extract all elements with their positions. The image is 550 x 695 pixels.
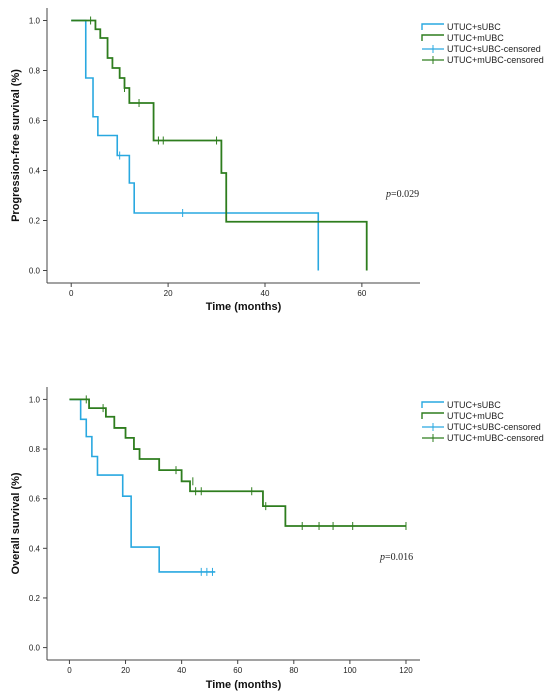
y-tick-label: 0.0 — [29, 267, 41, 276]
km-line-mUBC — [71, 19, 368, 271]
y-tick-label: 0.2 — [29, 217, 41, 226]
y-tick-label: 0.8 — [29, 445, 41, 454]
x-axis-label: Time (months) — [206, 679, 282, 691]
x-tick-label: 40 — [177, 666, 186, 675]
p-value-symbol: p — [385, 189, 391, 200]
legend-swatch-mUBC — [421, 34, 444, 41]
legend-swatch-sUBC — [421, 23, 444, 30]
x-tick-label: 20 — [121, 666, 130, 675]
y-tick-label: 0.0 — [29, 644, 41, 653]
y-tick-label: 0.4 — [29, 167, 41, 176]
os-chart: 0.0 0.2 0.4 0.6 0.8 1.0 0 20 40 60 80 100 120 Overall… — [10, 387, 544, 691]
legend-label: UTUC+sUBC — [447, 22, 501, 32]
y-tick-label: 1.0 — [29, 395, 41, 404]
x-tick-label: 80 — [289, 666, 298, 675]
legend-label: UTUC+mUBC-censored — [447, 433, 544, 443]
legend-label: UTUC+mUBC — [447, 33, 504, 43]
y-tick-label: 0.2 — [29, 594, 41, 603]
x-tick-label: 60 — [357, 289, 366, 298]
pfs-chart: 0.0 0.2 0.4 0.6 0.8 1.0 0 20 40 60 Progression-fre… — [10, 8, 544, 313]
x-tick-label: 20 — [164, 289, 173, 298]
km-line-mUBC — [69, 398, 406, 527]
x-tick-label: 0 — [67, 666, 72, 675]
y-tick-label: 0.4 — [29, 544, 41, 553]
x-axis-label: Time (months) — [206, 301, 282, 313]
km-line-sUBC — [69, 398, 216, 573]
p-value-number: =0.016 — [385, 552, 413, 563]
y-axis-label: Overall survival (%) — [10, 472, 22, 574]
legend-label: UTUC+mUBC-censored — [447, 55, 544, 65]
legend-swatch-sUBC — [421, 401, 444, 408]
x-tick-label: 40 — [261, 289, 270, 298]
x-tick-label: 120 — [399, 666, 413, 675]
y-tick-label: 1.0 — [29, 17, 41, 26]
x-tick-label: 100 — [343, 666, 357, 675]
p-value: p=0.016 — [379, 552, 413, 563]
km-line-sUBC — [71, 19, 320, 271]
y-tick-label: 0.6 — [29, 117, 41, 126]
p-value-number: =0.029 — [391, 189, 419, 200]
legend-label: UTUC+sUBC-censored — [447, 44, 541, 54]
y-tick-label: 0.6 — [29, 495, 41, 504]
legend-label: UTUC+mUBC — [447, 411, 504, 421]
legend-label: UTUC+sUBC — [447, 400, 501, 410]
p-value-symbol: p — [379, 552, 385, 563]
x-tick-label: 60 — [233, 666, 242, 675]
x-tick-label: 0 — [69, 289, 74, 298]
y-axis-label: Progression-free survival (%) — [10, 69, 22, 222]
legend-label: UTUC+sUBC-censored — [447, 422, 541, 432]
p-value: p=0.029 — [385, 189, 419, 200]
legend-swatch-mUBC — [421, 412, 444, 419]
y-tick-label: 0.8 — [29, 67, 41, 76]
